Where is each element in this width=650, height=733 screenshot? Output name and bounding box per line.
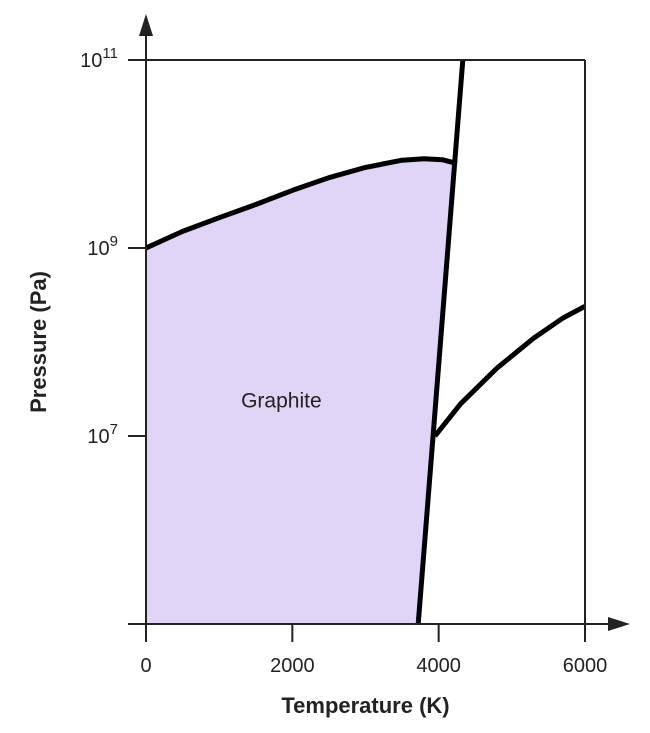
y-tick-label: 1011 bbox=[80, 45, 118, 72]
x-tick-label: 4000 bbox=[416, 655, 461, 677]
y-tick-label: 107 bbox=[87, 421, 118, 448]
phase-boundary-line-3 bbox=[433, 304, 585, 438]
graphite-region bbox=[146, 158, 457, 624]
x-axis-arrow-icon bbox=[608, 617, 630, 631]
phase-boundaries bbox=[146, 60, 585, 624]
region-label-graphite: Graphite bbox=[241, 390, 322, 413]
y-tick-label: 109 bbox=[87, 233, 118, 260]
y-axis-arrow-icon bbox=[139, 14, 153, 36]
x-tick-label: 6000 bbox=[563, 655, 608, 677]
y-axis-title: Pressure (Pa) bbox=[26, 271, 51, 413]
x-tick-label: 0 bbox=[140, 655, 151, 677]
plot-frame bbox=[128, 14, 630, 631]
axis-ticks: 0 2000 4000 6000 107 109 1011 bbox=[80, 45, 607, 677]
phase-boundary-line-2 bbox=[415, 60, 466, 624]
regions-layer bbox=[146, 158, 457, 624]
chart-labels: Temperature (K) Pressure (Pa) Graphite bbox=[26, 271, 450, 718]
x-tick-label: 2000 bbox=[270, 655, 315, 677]
x-axis-title: Temperature (K) bbox=[281, 693, 449, 718]
phase-boundary-line-1 bbox=[146, 156, 458, 251]
